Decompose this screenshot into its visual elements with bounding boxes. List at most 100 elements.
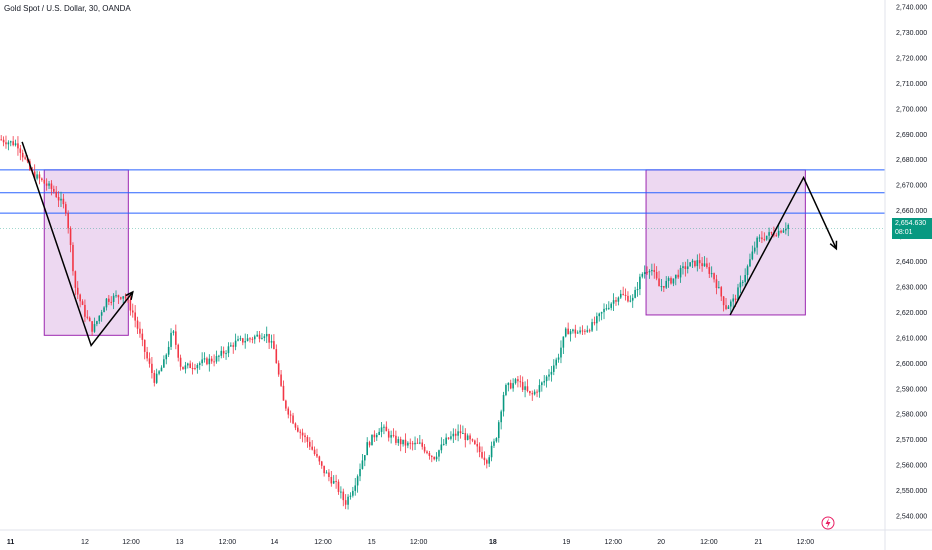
candle-body: [146, 351, 148, 359]
candle-body: [170, 332, 172, 347]
time-axis[interactable]: 11 12 12:00 13 12:00 14 12:00 15 12:00 18 19 12:00 2…: [0, 529, 932, 546]
y-tick-label: 2,600.000: [896, 361, 927, 368]
candle-body: [715, 279, 718, 289]
candle-body: [691, 260, 694, 263]
candle-body: [459, 431, 462, 434]
candle-body: [17, 143, 19, 149]
candle-body: [730, 301, 732, 307]
candle-body: [373, 434, 376, 438]
candle-body: [203, 358, 206, 360]
candle-body: [787, 224, 790, 229]
chart-title: Gold Spot / U.S. Dollar, 30, OANDA: [4, 4, 131, 13]
candle-body: [375, 434, 378, 438]
candle-body: [220, 350, 223, 356]
candle-body: [108, 298, 110, 302]
candle-body: [605, 308, 608, 310]
candle-body: [419, 442, 421, 444]
candle-body: [285, 400, 287, 409]
candle-body: [287, 408, 290, 415]
candle-body: [172, 331, 175, 333]
candle-body: [617, 297, 620, 302]
candle-body: [500, 411, 502, 423]
x-tick-label: 19: [563, 539, 571, 546]
x-tick-label: 12:00: [314, 539, 332, 546]
x-tick-label: 12:00: [797, 539, 815, 546]
candle-body: [81, 301, 84, 305]
candle-body: [739, 282, 742, 288]
candle-body: [447, 437, 450, 439]
candle-body: [718, 287, 720, 289]
candle-body: [615, 300, 617, 302]
candle-body: [483, 457, 486, 461]
price-axis[interactable]: 2,740.000 2,730.000 2,720.000 2,710.000 2,70…: [884, 0, 927, 550]
y-tick-label: 2,610.000: [896, 335, 927, 342]
candle-body: [727, 306, 730, 309]
candle-body: [497, 422, 500, 439]
candle-body: [153, 372, 156, 383]
lightning-icon[interactable]: [821, 516, 835, 530]
candle-body: [428, 453, 431, 456]
x-tick-label: 12:00: [410, 539, 428, 546]
x-tick-label: 12:00: [122, 539, 140, 546]
candle-body: [186, 363, 189, 366]
candle-body: [533, 391, 536, 395]
candle-body: [239, 338, 242, 340]
candle-body: [445, 437, 447, 444]
candle-body: [134, 312, 136, 321]
candle-body: [45, 183, 48, 186]
candle-body: [342, 491, 345, 501]
candle-body: [340, 491, 342, 493]
candle-body: [12, 141, 14, 146]
candle-body: [253, 336, 256, 340]
candle-body: [543, 381, 546, 383]
candle-body: [368, 442, 371, 446]
candle-body: [509, 382, 512, 389]
candle-body: [576, 332, 579, 334]
candle-body: [292, 415, 294, 424]
y-tick-label: 2,670.000: [896, 183, 927, 190]
candle-body: [273, 341, 275, 350]
candle-body: [710, 273, 713, 275]
y-tick-label: 2,640.000: [896, 259, 927, 266]
candle-body: [622, 293, 624, 295]
y-tick-label: 2,570.000: [896, 437, 927, 444]
candle-body: [24, 157, 26, 159]
candle-body: [667, 278, 670, 281]
candle-body: [648, 271, 651, 273]
candle-body: [380, 427, 383, 432]
candle-body: [763, 239, 766, 241]
candle-body: [651, 269, 653, 272]
y-tick-label: 2,700.000: [896, 106, 927, 113]
candle-body: [14, 143, 17, 146]
candle-body: [741, 281, 744, 283]
candle-body: [414, 442, 416, 445]
candle-body: [311, 446, 313, 450]
candle-body: [67, 213, 69, 229]
candle-body: [222, 350, 225, 354]
candle-body: [244, 341, 246, 343]
candle-body: [41, 178, 43, 181]
candle-body: [189, 363, 191, 368]
candle-body: [38, 174, 41, 179]
candle-body: [634, 290, 636, 298]
candle-body: [677, 274, 679, 278]
candle-body: [148, 358, 151, 364]
candle-body: [163, 359, 165, 368]
candle-body: [627, 295, 629, 302]
candle-body: [96, 321, 98, 325]
candle-body: [478, 446, 481, 453]
candle-body: [538, 385, 541, 393]
candle-body: [512, 383, 514, 389]
candle-body: [770, 232, 773, 234]
candle-body: [0, 139, 2, 141]
candle-body: [218, 355, 220, 357]
candle-body: [143, 339, 146, 352]
candle-body: [88, 317, 91, 322]
candle-body: [464, 433, 467, 440]
candle-body: [407, 442, 409, 446]
y-tick-label: 2,550.000: [896, 488, 927, 495]
y-tick-label: 2,740.000: [896, 5, 927, 12]
candle-body: [124, 296, 127, 299]
candle-body: [569, 331, 572, 335]
